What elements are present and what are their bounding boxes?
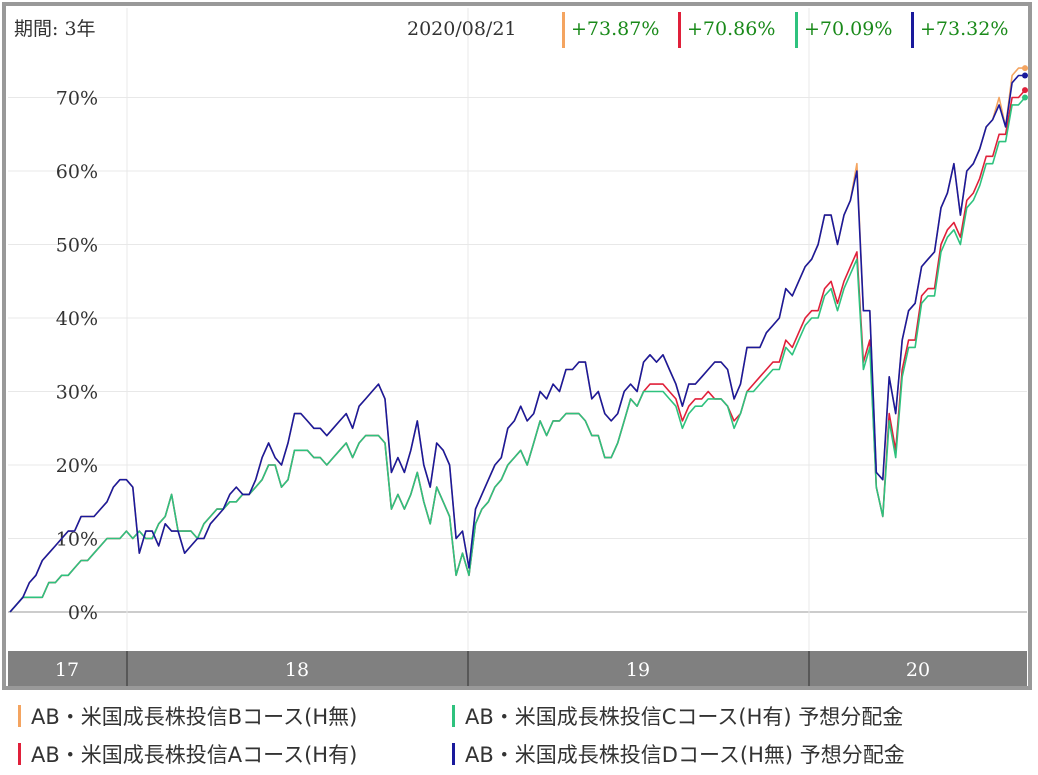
legend-label-d: AB・米国成長株投信Dコース(H無) 予想分配金 [465,743,905,767]
legend-item-a[interactable]: AB・米国成長株投信Aコース(H有) [18,739,357,769]
legend-label-a: AB・米国成長株投信Aコース(H有) [31,743,358,767]
x-tick-label: 19 [626,659,650,681]
header-swatch [795,12,798,48]
series-end-marker [1022,65,1028,72]
series-line [9,74,1025,613]
header-value: +70.86% [687,18,775,40]
y-tick-label: 30% [56,382,98,404]
y-tick-label: 60% [56,161,98,183]
header-value: +73.32% [920,18,1008,40]
y-tick-label: 20% [56,455,98,477]
x-tick-label: 18 [285,659,309,681]
legend-swatch-d [452,743,455,765]
legend-label-c: AB・米国成長株投信Cコース(H有) 予想分配金 [465,705,904,729]
legend-swatch-b [18,705,21,727]
y-tick-label: 0% [68,602,98,624]
x-tick-label: 17 [55,659,79,681]
header-value: +73.87% [571,18,659,40]
chart: 0%10%20%30%40%50%60%70% 17 18 19 20 期間: 3年 … [2,2,1032,690]
series-end-marker [1022,72,1028,79]
legend-item-d[interactable]: AB・米国成長株投信Dコース(H無) 予想分配金 [452,739,905,769]
header-swatch [911,12,914,48]
date-label: 2020/08/21 [407,18,517,40]
x-tick-label: 20 [906,659,930,681]
legend-swatch-a [18,743,21,765]
y-tick-label: 10% [56,529,98,551]
y-tick-label: 50% [56,235,98,257]
series-end-marker [1022,87,1028,94]
legend: AB・米国成長株投信Bコース(H無) AB・米国成長株投信Aコース(H有) AB… [0,695,1038,775]
header-swatch [678,12,681,48]
header-value: +70.09% [804,18,892,40]
series-end-marker [1022,94,1028,101]
y-tick-label: 70% [56,88,98,110]
period-label: 期間: 3年 [14,18,96,40]
x-axis-band [8,651,1027,686]
chart-frame [2,2,1032,690]
legend-label-b: AB・米国成長株投信Bコース(H無) [31,705,358,729]
series-line [9,96,1026,613]
legend-item-c[interactable]: AB・米国成長株投信Cコース(H有) 予想分配金 [452,701,903,731]
legend-item-b[interactable]: AB・米国成長株投信Bコース(H無) [18,701,357,731]
legend-swatch-c [452,705,455,727]
header-swatch [562,12,565,48]
y-tick-label: 40% [56,308,98,330]
